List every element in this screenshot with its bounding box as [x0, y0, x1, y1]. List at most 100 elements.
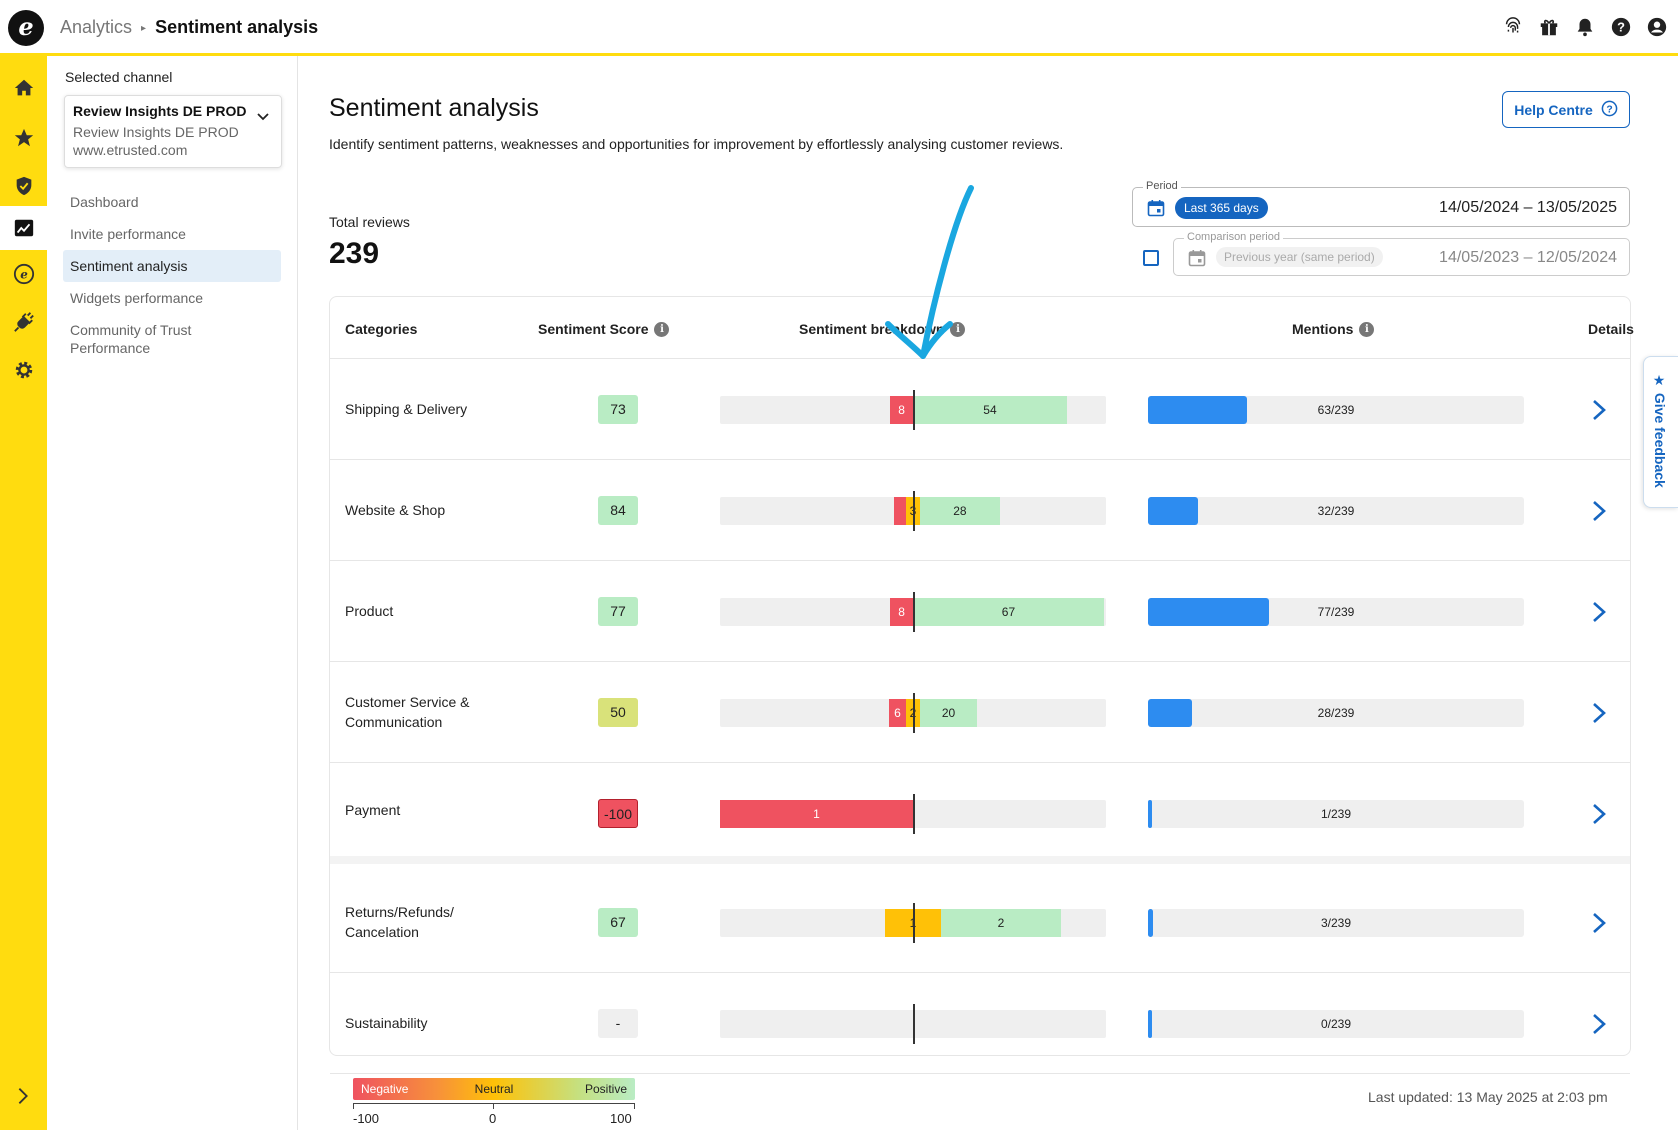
- expand-rail-icon[interactable]: [12, 1085, 34, 1112]
- zero-marker: [913, 592, 915, 632]
- header-sentiment-score: Sentiment Score i: [538, 321, 670, 337]
- details-chevron-icon[interactable]: [1584, 799, 1614, 829]
- svg-text:?: ?: [1606, 104, 1612, 115]
- legend-scale: -100 0 100: [353, 1111, 635, 1127]
- sentiment-breakdown-bar: [720, 1004, 1106, 1044]
- details-chevron-icon[interactable]: [1584, 395, 1614, 425]
- header-details-label: Details: [1588, 321, 1634, 337]
- positive-segment: 54: [913, 396, 1067, 424]
- mentions-label: 3/239: [1320, 916, 1352, 930]
- help-icon[interactable]: ?: [1608, 14, 1634, 40]
- zero-marker: [913, 491, 915, 531]
- etrusted-logo[interactable]: e: [8, 10, 44, 46]
- info-icon[interactable]: i: [654, 321, 670, 337]
- comparison-period-selector[interactable]: Comparison period Previous year (same pe…: [1173, 231, 1630, 276]
- table-row[interactable]: Sustainability - 0/239: [330, 973, 1630, 1074]
- sidebar-item-community-of-trust[interactable]: Community of Trust Performance: [70, 322, 192, 356]
- comparison-checkbox[interactable]: [1143, 250, 1159, 266]
- legend-neutral: Neutral: [474, 1082, 514, 1096]
- header-divider: [330, 358, 1630, 359]
- details-chevron-icon[interactable]: [1584, 908, 1614, 938]
- category-name: Sustainability: [345, 1015, 428, 1031]
- mentions-fill: [1148, 1010, 1152, 1038]
- negative-segment: 8: [890, 396, 913, 424]
- table-row[interactable]: Payment -100 1 1/239: [330, 763, 1630, 864]
- sidebar-item-dashboard[interactable]: Dashboard: [70, 194, 139, 210]
- table-row[interactable]: Returns/Refunds/ Cancelation 67 12 3/239: [330, 872, 1630, 973]
- sentiment-score-badge: -100: [598, 799, 638, 828]
- mentions-fill: [1148, 800, 1152, 828]
- sentiment-score-badge: 50: [598, 698, 638, 727]
- period-label: Period: [1143, 180, 1181, 192]
- channel-sub: Review Insights DE PROD: [73, 124, 239, 140]
- main-nav-rail: e: [0, 56, 47, 1130]
- bell-icon[interactable]: [1572, 14, 1598, 40]
- arrow-annotation-icon: [885, 185, 974, 359]
- details-chevron-icon[interactable]: [1584, 698, 1614, 728]
- mentions-bar: 3/239: [1148, 909, 1524, 937]
- plug-icon[interactable]: [8, 306, 40, 338]
- give-feedback-tab[interactable]: ★ Give feedback: [1643, 356, 1678, 508]
- account-icon[interactable]: [1644, 14, 1670, 40]
- mentions-bar: 28/239: [1148, 699, 1524, 727]
- star-icon[interactable]: [8, 122, 40, 154]
- gift-icon[interactable]: [1536, 14, 1562, 40]
- analytics-icon[interactable]: [0, 206, 47, 250]
- category-name: Customer Service & Communication: [345, 694, 470, 730]
- table-row[interactable]: Product 77 8 67 77/239: [330, 561, 1630, 662]
- period-selector[interactable]: Period Last 365 days 14/05/2024 – 13/05/…: [1132, 180, 1630, 227]
- negative-segment: [894, 497, 906, 525]
- sidebar-nav: Dashboard Invite performance Sentiment a…: [63, 186, 281, 364]
- sidebar-item-widgets-performance[interactable]: Widgets performance: [70, 290, 204, 306]
- fingerprint-icon[interactable]: [1500, 14, 1526, 40]
- table-row[interactable]: Shipping & Delivery 73 8 54 63/239: [330, 359, 1630, 460]
- calendar-icon: [1188, 249, 1206, 272]
- zero-marker: [913, 390, 915, 430]
- details-chevron-icon[interactable]: [1584, 1009, 1614, 1039]
- sentiment-score-badge: 67: [598, 908, 638, 937]
- info-icon[interactable]: i: [1359, 321, 1375, 337]
- help-centre-button[interactable]: Help Centre ?: [1502, 91, 1630, 128]
- comparison-label: Comparison period: [1184, 231, 1283, 243]
- sentiment-breakdown-bar: 8 54: [720, 390, 1106, 430]
- legend-negative: Negative: [361, 1082, 409, 1096]
- category-name: Payment: [345, 801, 401, 818]
- zero-marker: [913, 903, 915, 943]
- category-name: Returns/Refunds/ Cancelation: [345, 904, 454, 940]
- breadcrumb-separator-icon: ▸: [141, 23, 147, 34]
- chevron-down-icon[interactable]: [255, 108, 271, 129]
- sentiment-breakdown-bar: 1: [720, 794, 1106, 834]
- details-chevron-icon[interactable]: [1584, 496, 1614, 526]
- positive-segment: 2: [941, 909, 1061, 937]
- positive-segment: 28: [920, 497, 1000, 525]
- sentiment-legend: Neutral Negative Positive -100 0 100: [353, 1078, 635, 1127]
- legend-gradient: Neutral Negative Positive: [353, 1078, 635, 1100]
- header-mentions-label: Mentions: [1292, 321, 1354, 337]
- table-row[interactable]: Website & Shop 84 328 32/239: [330, 460, 1630, 561]
- mentions-label: 77/239: [1317, 605, 1355, 619]
- details-chevron-icon[interactable]: [1584, 597, 1614, 627]
- breadcrumb-analytics[interactable]: Analytics: [60, 17, 133, 37]
- etrusted-icon[interactable]: e: [8, 258, 40, 290]
- channel-selector[interactable]: Review Insights DE PROD Review Insights …: [64, 95, 282, 168]
- sidebar-item-invite-performance[interactable]: Invite performance: [70, 226, 186, 242]
- legend-positive: Positive: [584, 1082, 627, 1096]
- negative-segment: 6: [888, 699, 906, 727]
- table-row[interactable]: Customer Service & Communication 50 6220 28…: [330, 662, 1630, 763]
- header-categories-label: Categories: [345, 321, 418, 337]
- mentions-bar: 1/239: [1148, 800, 1524, 828]
- sidebar-item-sentiment-analysis[interactable]: Sentiment analysis: [63, 250, 281, 282]
- page-subtitle: Identify sentiment patterns, weaknesses …: [329, 136, 1064, 152]
- header-icons: ?: [1500, 14, 1670, 40]
- category-name: Product: [345, 603, 394, 619]
- home-icon[interactable]: [8, 72, 40, 104]
- shield-icon[interactable]: [8, 170, 40, 202]
- mentions-label: 32/239: [1317, 504, 1355, 518]
- legend-min: -100: [353, 1111, 380, 1126]
- header-details: Details: [1588, 321, 1634, 337]
- sentiment-breakdown-bar: 328: [720, 491, 1106, 531]
- sentiment-table: Categories Sentiment Score i Sentiment br…: [329, 296, 1634, 1074]
- mentions-label: 1/239: [1320, 807, 1352, 821]
- gear-icon[interactable]: [8, 354, 40, 386]
- info-icon[interactable]: i: [950, 321, 966, 337]
